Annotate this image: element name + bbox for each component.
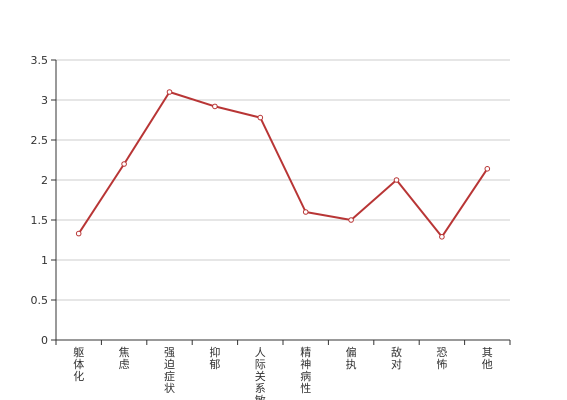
data-point — [302, 209, 309, 215]
data-point — [257, 114, 264, 121]
data-point — [393, 177, 400, 183]
y-tick-label: 3.5 — [31, 54, 49, 67]
x-tick-label: 其他 — [482, 346, 493, 371]
data-point — [439, 234, 445, 240]
data-point — [484, 166, 491, 172]
y-tick-label: 2 — [41, 174, 48, 187]
x-tick-label: 恐怖 — [436, 346, 447, 371]
data-point — [212, 103, 218, 110]
data-point — [348, 217, 354, 223]
series-line — [77, 91, 489, 238]
x-tick-label: 躯体化 — [73, 346, 84, 383]
x-tick-label: 精神病性 — [300, 346, 311, 395]
x-tick-label: 焦虑 — [119, 346, 130, 371]
series-group — [75, 89, 491, 240]
y-tick-label: 1.5 — [31, 214, 49, 227]
y-tick-label: 0 — [41, 334, 48, 347]
y-axis: 0 0.5 1 1.5 2 2.5 3 3.5 — [31, 54, 57, 347]
grid-lines — [56, 59, 510, 301]
x-tick-label: 强迫症状 — [164, 346, 175, 395]
y-tick-label: 1 — [41, 254, 48, 267]
y-tick-label: 0.5 — [31, 294, 49, 307]
x-tick-label: 偏执 — [346, 345, 357, 371]
data-point — [75, 230, 82, 237]
y-tick-label: 3 — [41, 94, 48, 107]
x-tick-label: 抑郁 — [209, 345, 220, 371]
y-tick-label: 2.5 — [31, 134, 49, 147]
x-axis: 躯体化 焦虑 强迫症状 抑郁 人际关系敏感 精神病性 偏执 敌对 恐怖 其他 — [55, 339, 511, 400]
x-tick-label: 人际关系敏感 — [255, 346, 266, 400]
data-point — [121, 161, 127, 167]
x-tick-label: 敌对 — [391, 345, 402, 371]
data-point — [166, 89, 173, 95]
